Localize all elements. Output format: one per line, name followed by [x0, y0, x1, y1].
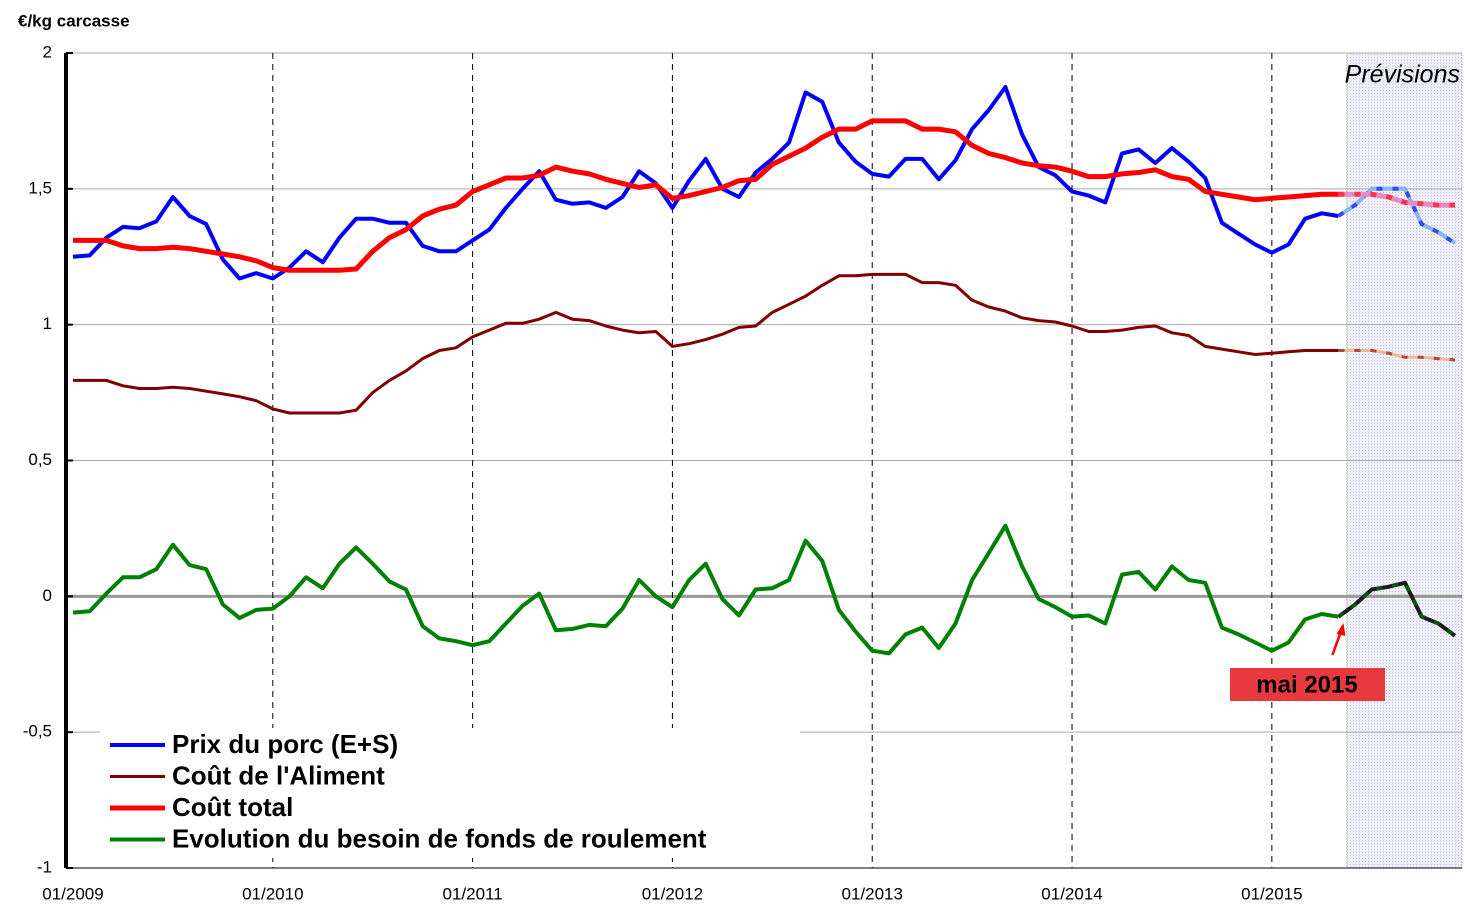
forecast-label: Prévisions — [1345, 61, 1460, 89]
annotation-text: mai 2015 — [1256, 671, 1357, 698]
series-line — [73, 118, 1339, 273]
legend-label: Coût de l'Aliment — [172, 760, 385, 790]
forecast-dash — [1338, 191, 1455, 208]
annotation-box — [1230, 668, 1385, 701]
y-tick-label: 0,5 — [28, 450, 52, 469]
legend-label: Evolution du besoin de fonds de roulemen… — [172, 823, 707, 853]
legend-label: Coût total — [172, 792, 293, 822]
y-tick-label: 1,5 — [28, 178, 52, 197]
y-tick-label: 2 — [43, 42, 52, 61]
x-tick-label: 01/2011 — [443, 884, 503, 903]
x-tick-label: 01/2009 — [42, 884, 103, 903]
x-tick-label: 01/2015 — [1241, 884, 1302, 903]
legend-label: Prix du porc (E+S) — [172, 729, 398, 759]
y-tick-label: -1 — [37, 857, 52, 876]
y-tick-label: -0,5 — [23, 722, 52, 741]
series-line — [73, 272, 1339, 415]
x-tick-label: 01/2013 — [842, 884, 903, 903]
x-tick-label: 01/2010 — [242, 884, 303, 903]
forecast-dash — [1337, 186, 1457, 245]
legend-box — [100, 728, 800, 858]
series-line — [72, 523, 1339, 656]
forecast-dash — [1337, 580, 1457, 638]
x-tick-label: 01/2014 — [1041, 884, 1102, 903]
series-line — [72, 85, 1339, 281]
y-axis-label: €/kg carcasse — [18, 11, 130, 30]
x-tick-label: 01/2012 — [642, 884, 703, 903]
y-tick-label: 0 — [43, 586, 52, 605]
forecast-dash — [1338, 349, 1456, 362]
y-tick-label: 1 — [43, 314, 52, 333]
annotation-arrowhead — [1336, 623, 1346, 636]
